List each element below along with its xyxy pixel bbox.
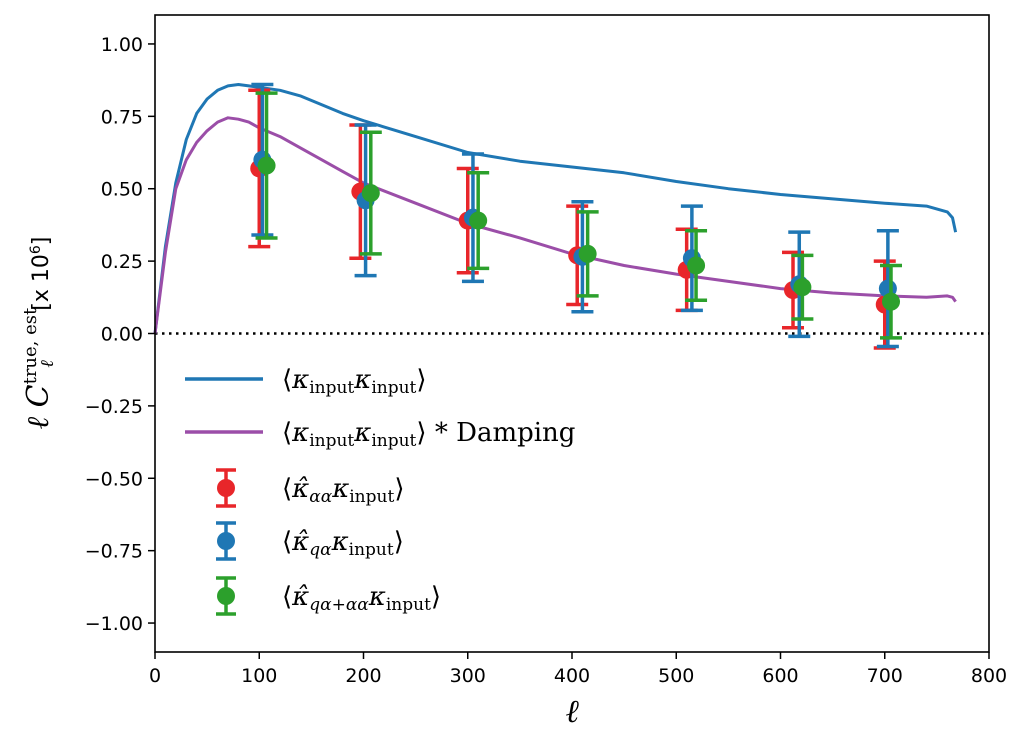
- series-points-3: [255, 91, 903, 340]
- y-tick-label: 1.00: [101, 34, 143, 56]
- data-point: [257, 156, 276, 175]
- data-point: [687, 256, 706, 275]
- legend-label-5: ⟨κ̂qα+αακinput⟩: [282, 582, 441, 615]
- series-line-2: [153, 116, 957, 334]
- y-tick-label: 0.00: [101, 324, 143, 346]
- data-point: [882, 292, 901, 311]
- x-tick-label: 600: [762, 665, 798, 687]
- x-tick-label: 400: [554, 665, 590, 687]
- y-tick-label: 0.50: [101, 179, 143, 201]
- x-tick-label: 700: [867, 665, 903, 687]
- legend-label-3: ⟨κ̂αακinput⟩: [282, 474, 404, 507]
- x-tick-label: 300: [450, 665, 486, 687]
- data-point: [578, 244, 597, 263]
- x-axis-label: ℓ: [565, 692, 579, 730]
- legend-marker-3: [217, 479, 235, 497]
- y-tick-label: −0.25: [85, 396, 143, 418]
- data-point: [361, 184, 380, 203]
- x-tick-label: 100: [241, 665, 277, 687]
- y-tick-label: 0.75: [101, 106, 143, 128]
- data-point: [469, 211, 488, 230]
- series-line-1: [153, 83, 958, 334]
- y-axis-label: ℓ Ctrue, estℓ [x 106]: [20, 237, 57, 430]
- legend-label-1: ⟨κinputκinput⟩: [282, 365, 427, 398]
- x-tick-label: 0: [149, 665, 161, 687]
- x-tick-label: 800: [971, 665, 1007, 687]
- plot-area: [153, 82, 989, 350]
- legend-marker-4: [217, 532, 235, 550]
- y-tick-label: −0.50: [85, 468, 143, 490]
- legend-label-2: ⟨κinputκinput⟩ * Damping: [282, 418, 575, 451]
- legend-label-4: ⟨κ̂qακinput⟩: [282, 527, 404, 560]
- y-tick-label: 0.25: [101, 251, 143, 273]
- legend-marker-5: [217, 587, 235, 605]
- axes: 0 100 200 300 400 500 600 700 800 1.00 0.75 0.50 0.2…: [20, 14, 1007, 730]
- legend-box: [172, 348, 642, 633]
- data-point: [793, 278, 812, 297]
- x-tick-label: 200: [345, 665, 381, 687]
- y-tick-label: −0.75: [85, 541, 143, 563]
- x-tick-label: 500: [658, 665, 694, 687]
- legend: ⟨κinputκinput⟩ ⟨κinputκinput⟩ * Damping ⟨κ…: [172, 348, 642, 633]
- y-tick-label: −1.00: [85, 613, 143, 635]
